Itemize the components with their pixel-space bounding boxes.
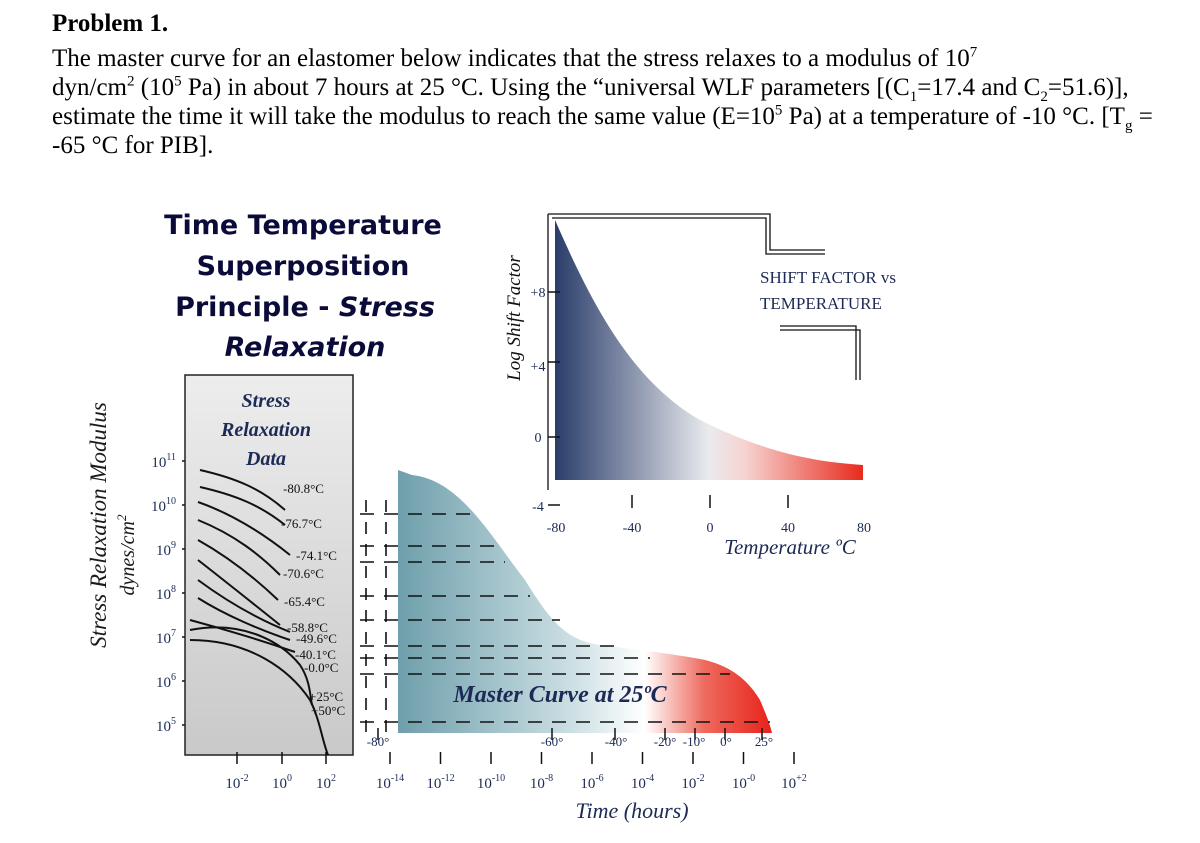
curve-label-neg71: -70.6°C	[283, 566, 324, 581]
inset-y-tick-plus4: +4	[531, 360, 546, 375]
inset-title-line-1: SHIFT FACTOR vs	[760, 268, 896, 287]
inset-x-tick-neg80: -80	[547, 521, 566, 536]
y-tick-label: 106	[156, 672, 176, 691]
curve-label-neg74: -74.1°C	[296, 548, 337, 563]
curve-neg50	[197, 579, 291, 633]
relaxation-curves	[189, 469, 329, 756]
curve-neg74	[197, 501, 291, 556]
inset-x-tick-0: 0	[707, 521, 714, 536]
curve-label-50: +50°C	[311, 703, 345, 718]
inset-shift-factor-area	[555, 220, 863, 480]
inset-axis-ticks	[548, 291, 789, 508]
y-axis-unit: dynes/cm2	[114, 514, 139, 595]
y-tick-label: 1011	[151, 452, 176, 471]
x-axis-ticks: 10-2 100 102 10-14 10-12 10-10 10-8 10-6 10-4 10-…	[225, 752, 807, 792]
figure-title-line-1: Time Temperature	[164, 210, 442, 241]
x-tick-label: 10-10	[477, 773, 505, 792]
curve-label-neg77: -76.7°C	[281, 516, 322, 531]
curve-neg77	[199, 486, 286, 526]
master-temp-neg40: -40°	[605, 734, 628, 749]
x-tick-label: 10-6	[580, 773, 603, 792]
inset-x-axis-label: Temperature ºC	[724, 535, 857, 559]
x-tick-label: 10-14	[376, 773, 404, 792]
figure-title-line-3: Principle - Stress	[175, 292, 435, 323]
master-curve-area	[398, 470, 772, 733]
x-tick-label: 10-8	[530, 773, 553, 792]
master-temp-25: 25°	[755, 734, 773, 749]
inset-y-tick-neg4: -4	[532, 500, 544, 515]
curve-neg71	[197, 519, 281, 576]
x-tick-label: 102	[316, 773, 336, 792]
curve-label-0: -0.0°C	[304, 660, 338, 675]
y-axis-label: Stress Relaxation Modulus	[86, 402, 111, 648]
inset-frame	[547, 213, 861, 490]
master-curve-label: Master Curve at 25ºC	[452, 682, 667, 708]
master-temp-neg80: -80°	[367, 734, 390, 749]
curve-neg65	[197, 539, 279, 601]
curve-temperature-labels: -80.8°C -76.7°C -74.1°C -70.6°C -65.4°C …	[281, 481, 345, 718]
y-tick-label: 105	[156, 716, 176, 735]
curve-label-neg59: -58.8°C	[287, 620, 328, 635]
inset-y-axis-label: Log Shift Factor	[504, 255, 525, 382]
y-tick-label: 108	[156, 584, 176, 603]
problem-statement: The master curve for an elastomer below …	[52, 44, 1153, 159]
inset-y-tick-plus8: +8	[531, 286, 546, 301]
inset-y-tick-labels: +8 +4 0 -4	[531, 286, 546, 515]
x-tick-label: 10-2	[681, 773, 704, 792]
x-tick-label: 100	[272, 773, 292, 792]
x-axis-label: Time (hours)	[575, 798, 688, 823]
inset-title-line-2: TEMPERATURE	[760, 294, 882, 313]
data-panel-label-3: Data	[245, 448, 286, 470]
master-temperature-labels: -80° -60° -40° -20° -10° 0° 25°	[367, 734, 773, 749]
x-tick-label: 10-4	[631, 773, 654, 792]
y-tick-label: 107	[156, 628, 176, 647]
inset-x-tick-80: 80	[857, 521, 871, 536]
inset-x-tick-neg40: -40	[623, 521, 642, 536]
master-temp-0: 0°	[720, 734, 732, 749]
curve-label-neg40: -40.1°C	[295, 647, 336, 662]
problem-heading: Problem 1.	[52, 10, 169, 37]
inset-x-tick-40: 40	[781, 521, 795, 536]
curve-label-neg65: -65.4°C	[284, 594, 325, 609]
y-tick-label: 109	[156, 540, 176, 559]
curve-neg59	[197, 559, 281, 626]
master-temp-neg10: -10°	[683, 734, 706, 749]
curve-label-25: +25°C	[309, 689, 343, 704]
inset-y-tick-0: 0	[535, 431, 542, 446]
curve-25	[189, 626, 313, 706]
curve-neg80	[199, 469, 286, 511]
x-tick-label: 10-12	[426, 773, 454, 792]
curve-neg40	[197, 597, 291, 641]
figure-title-line-2: Superposition	[197, 251, 410, 282]
x-tick-label: 10+2	[781, 773, 807, 792]
curve-label-neg50: -49.6°C	[296, 631, 337, 646]
curve-50	[189, 639, 329, 756]
figure-title-line-4: Relaxation	[225, 332, 386, 363]
curve-label-neg80: -80.8°C	[283, 481, 324, 496]
x-tick-label: 10-0	[732, 773, 755, 792]
y-tick-label: 1010	[151, 496, 176, 515]
inset-x-tick-labels: -80 -40 0 40 80	[547, 521, 871, 536]
master-dashed-guides	[360, 513, 770, 723]
x-tick-label: 10-2	[225, 773, 248, 792]
master-axis-ticks	[377, 728, 763, 740]
master-temp-neg20: -20°	[654, 734, 677, 749]
master-temp-neg60: -60°	[541, 734, 564, 749]
data-panel-label-1: Stress	[242, 390, 291, 412]
data-panel-label-2: Relaxation	[220, 419, 311, 441]
master-vertical-dashes	[365, 500, 387, 735]
